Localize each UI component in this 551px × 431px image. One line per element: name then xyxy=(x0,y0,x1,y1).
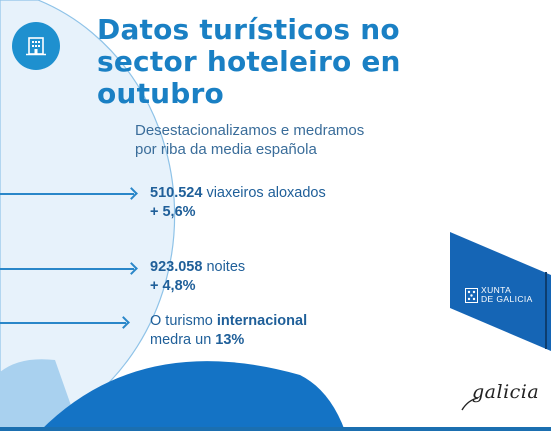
page-title: Datos turísticos no sector hoteleiro en … xyxy=(97,14,401,110)
bottom-strip xyxy=(0,427,551,431)
xunta-logo-line1: XUNTA xyxy=(481,285,512,295)
stat-value: 923.058 xyxy=(150,259,203,275)
stat-highlight: internacional xyxy=(216,313,308,329)
xunta-logo-line2: DE GALICIA xyxy=(481,294,533,304)
stat-travellers: 510.524 viaxeiros aloxados + 5,6% xyxy=(150,184,326,222)
stat-value: 510.524 xyxy=(150,185,203,201)
hotel-building-icon xyxy=(26,37,46,56)
blue-panel xyxy=(450,232,551,351)
arrow-nights xyxy=(0,268,134,270)
arrow-international xyxy=(0,322,126,324)
galicia-logo-underline xyxy=(461,397,479,411)
arrow-travellers xyxy=(0,193,134,195)
title-line: outubro xyxy=(97,77,224,110)
title-line: sector hoteleiro en xyxy=(97,45,401,78)
stat-label: viaxeiros aloxados xyxy=(202,185,326,201)
bottom-wave xyxy=(40,361,345,431)
subtitle-line: por riba da media española xyxy=(135,141,317,158)
stat-change: + 4,8% xyxy=(150,278,196,294)
xunta-logo: XUNTA DE GALICIA xyxy=(465,284,551,312)
title-line: Datos turísticos no xyxy=(97,13,400,46)
xunta-shield-icon xyxy=(465,288,478,303)
stat-text: medra un xyxy=(150,332,216,348)
subtitle-line: Desestacionalizamos e medramos xyxy=(135,122,365,139)
hotel-badge xyxy=(12,22,60,70)
galicia-logo: galicia xyxy=(472,381,540,403)
subtitle: Desestacionalizamos e medramos por riba … xyxy=(135,121,465,159)
stat-label: noites xyxy=(202,259,246,275)
stat-change: + 5,6% xyxy=(150,204,196,220)
stat-text: O turismo xyxy=(150,313,217,329)
stat-international: O turismo internacional medra un 13% xyxy=(150,312,307,350)
stat-value: 13% xyxy=(215,332,245,348)
stat-nights: 923.058 noites + 4,8% xyxy=(150,258,245,296)
